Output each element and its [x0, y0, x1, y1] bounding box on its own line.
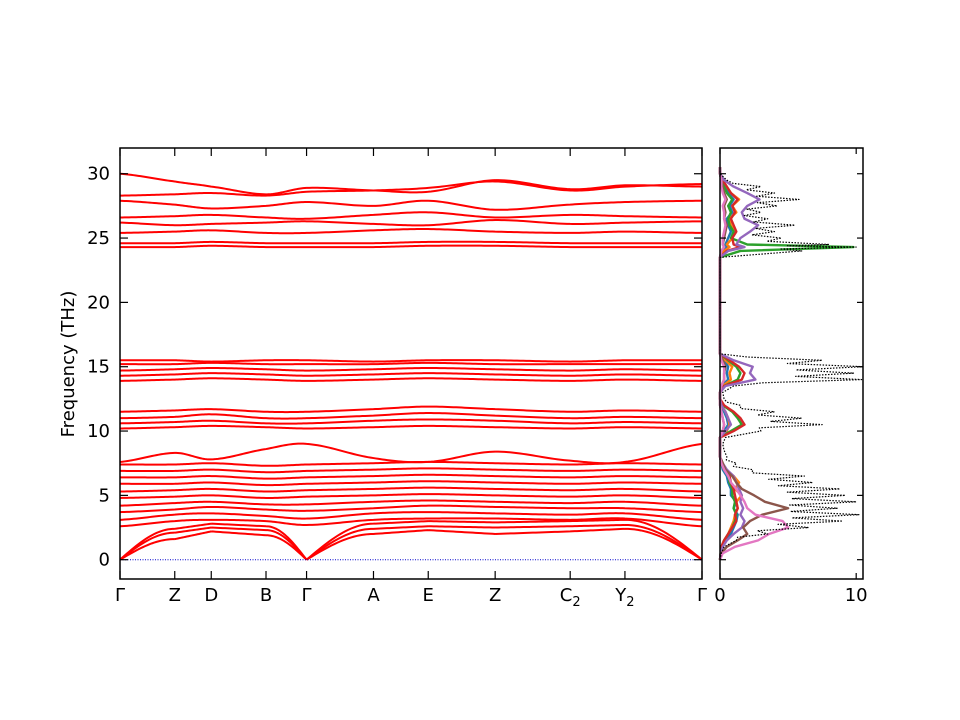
y-tick-label: 25	[87, 228, 110, 249]
partial-dos-line-4	[718, 167, 746, 560]
kpath-label: B	[260, 585, 272, 606]
dos-panel: 0 10	[714, 147, 868, 606]
band-line-b12	[120, 467, 703, 474]
kpath-label: Γ	[115, 585, 125, 606]
band-line-b31	[119, 172, 703, 196]
kpath-label: Y2	[614, 585, 634, 610]
band-line-b11	[120, 473, 703, 480]
dos-x-ticks: 0 10	[714, 148, 868, 606]
band-line-b6	[119, 504, 703, 514]
dos-x-tick-label: 0	[714, 585, 725, 606]
kpath-label: Γ	[302, 585, 312, 606]
band-line-b25	[120, 240, 702, 245]
band-line-b30	[119, 180, 703, 197]
band-lines	[119, 172, 703, 561]
partial-dos-line-5	[718, 167, 761, 560]
dos-plot-frame	[719, 147, 864, 580]
band-line-b18	[119, 405, 703, 414]
total-dos-line	[719, 167, 864, 560]
y-tick-label: 10	[87, 421, 110, 442]
band-line-b28	[119, 211, 703, 220]
band-line-acoustic-2	[119, 523, 703, 561]
y-axis-ticks: 0 5 10 15 20 25 30	[87, 164, 702, 571]
band-plot-frame	[119, 147, 703, 580]
kpath-label: Z	[169, 585, 181, 606]
kpath-label: D	[204, 585, 218, 606]
band-line-b7	[119, 499, 703, 507]
dos-x-tick-label: 10	[845, 585, 868, 606]
band-line-b8	[119, 493, 703, 499]
band-line-b20	[119, 372, 703, 377]
band-line-b4	[119, 517, 703, 528]
band-line-b17	[119, 412, 703, 420]
band-line-b21	[119, 367, 703, 372]
y-tick-label: 0	[99, 550, 110, 571]
band-line-b5	[119, 511, 703, 521]
dos-y-ticks	[720, 173, 863, 561]
y-tick-label: 20	[87, 292, 110, 313]
band-line-acoustic-3	[119, 518, 703, 561]
x-axis-ticks: Γ Z D B Γ A E Z C2 Y2 Γ	[115, 585, 707, 610]
band-line-acoustic-1	[119, 527, 703, 561]
band-line-b22	[120, 361, 702, 366]
kpath-label: C2	[560, 585, 581, 610]
band-line-b14	[119, 442, 703, 465]
band-line-b26	[119, 228, 703, 235]
y-axis-title: Frequency (THz)	[58, 291, 79, 438]
band-line-b24	[120, 244, 702, 249]
band-line-b16	[119, 418, 703, 425]
y-tick-label: 15	[87, 357, 110, 378]
band-line-b27	[119, 219, 703, 227]
kpath-label: Γ	[697, 585, 707, 606]
y-tick-label: 30	[87, 164, 110, 185]
band-line-b9	[119, 486, 703, 493]
kpath-label: E	[423, 585, 434, 606]
band-line-b29	[119, 199, 703, 211]
band-line-b23	[120, 359, 702, 363]
band-line-b19	[119, 377, 703, 382]
kpath-label: Z	[489, 585, 501, 606]
band-line-b10	[119, 480, 703, 487]
kpath-label: A	[367, 585, 380, 606]
band-structure-panel: 0 5 10 15 20 25 30 Γ Z D B Γ A E Z C2 Y2 Γ Frequency (TH…	[58, 147, 707, 610]
band-line-b15	[119, 424, 703, 430]
y-tick-label: 5	[99, 485, 110, 506]
